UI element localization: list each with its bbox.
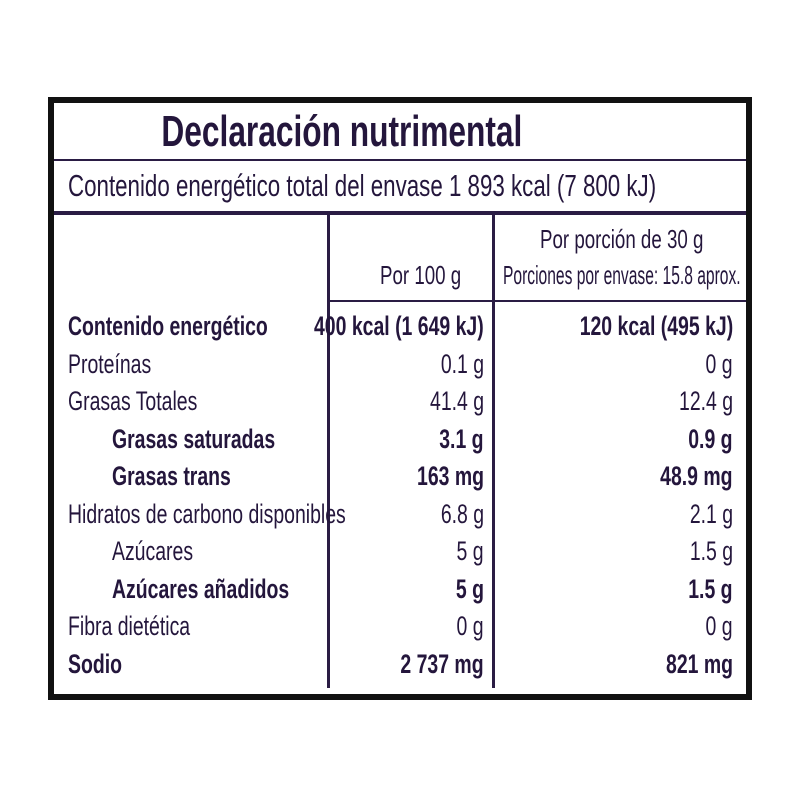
nutrient-label: Sodio [68,648,122,679]
value-per-portion: 48.9 mg [660,461,733,491]
value-per-portion: 0 g [705,348,733,379]
nutrient-label: Azúcares añadidos [112,573,290,604]
nutrient-label: Proteínas [68,348,152,379]
value-per-100g: 5 g [455,573,484,604]
value-per-100g: 5 g [456,536,484,566]
value-per-100g: 41.4 g [429,386,484,416]
nutrient-label: Hidratos de carbono disponibles [68,498,346,529]
nutrient-label: Contenido energético [68,311,268,341]
value-per-portion: 0.9 g [688,423,733,454]
value-per-portion: 2.1 g [689,498,733,529]
column-divider [492,214,495,688]
nutrient-label: Fibra dietética [68,611,191,641]
header-per-100g: Por 100 g [380,260,462,290]
value-per-portion: 120 kcal (495 kJ) [579,311,733,341]
total-energy: Contenido energético total del envase 1 … [68,168,657,203]
value-per-100g: 0.1 g [440,348,484,379]
value-per-portion: 1.5 g [689,536,733,566]
nutrient-label: Azúcares [112,536,194,566]
divider [54,211,746,215]
value-per-portion: 1.5 g [688,573,733,604]
value-per-portion: 0 g [705,611,733,641]
value-per-portion: 12.4 g [678,386,733,416]
value-per-100g: 0 g [456,611,484,641]
value-per-100g: 400 kcal (1 649 kJ) [314,311,484,341]
header-per-portion: Por porción de 30 g [540,224,704,254]
nutrient-label: Grasas trans [112,461,231,491]
value-per-portion: 821 mg [665,648,733,679]
column-divider [327,214,330,688]
nutrient-label: Grasas saturadas [112,423,276,454]
header-divider [327,300,746,302]
header-portions-per-package: Porciones por envase: 15.8 aprox. [503,260,741,290]
divider [54,159,746,161]
nutrient-label: Grasas Totales [68,386,198,416]
value-per-100g: 163 mg [416,461,484,491]
value-per-100g: 3.1 g [439,423,484,454]
nutrition-label [48,97,752,700]
value-per-100g: 6.8 g [440,498,484,529]
label-title: Declaración nutrimental [161,107,523,156]
value-per-100g: 2 737 mg [400,648,484,679]
